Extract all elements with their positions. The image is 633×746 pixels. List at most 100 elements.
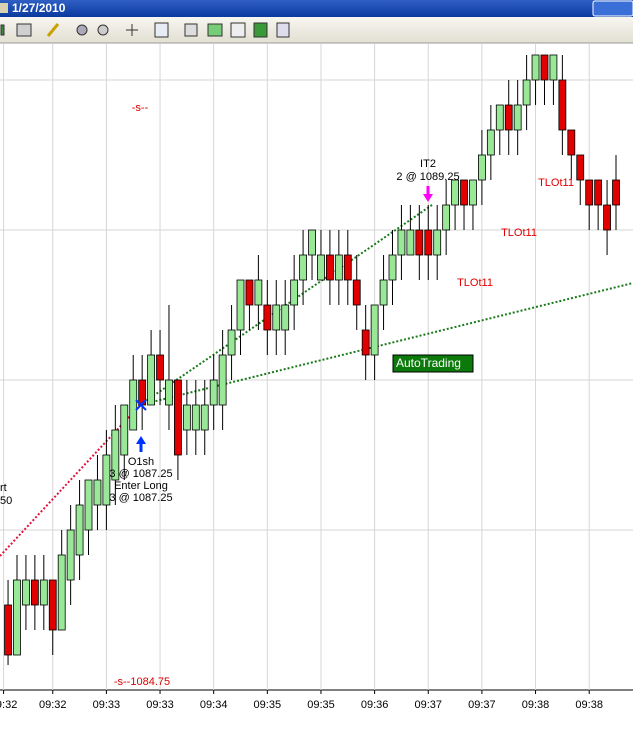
tool-icon[interactable] [230, 22, 246, 38]
annotation: -s--1084.75 [114, 676, 170, 688]
candle-body [281, 304, 290, 331]
candle-body [424, 229, 433, 256]
tool-icon[interactable] [0, 24, 5, 36]
candle-body [4, 604, 12, 656]
annotation: TLOt11 [538, 177, 574, 189]
candle-body [486, 129, 495, 156]
candle-body [48, 579, 57, 631]
candle-body [254, 279, 263, 306]
autotrading-label: AutoTrading [396, 356, 461, 370]
annotation: 50 [0, 495, 12, 507]
window-button[interactable] [592, 0, 633, 17]
candle-body [299, 254, 307, 281]
candle-body [218, 354, 227, 406]
annotation: 2 @ 1089.25 [396, 171, 459, 183]
candle-body [334, 254, 343, 281]
candle-body [308, 229, 316, 256]
x-tick-label: 09:33 [146, 699, 174, 711]
candle-body [451, 179, 459, 206]
candle-body [576, 154, 585, 181]
x-tick-label: 09:34 [200, 699, 228, 711]
candle-body [22, 579, 30, 606]
annotation: 3 @ 1087.25 [109, 492, 172, 504]
annotation: rt [0, 482, 7, 494]
candle-body [469, 179, 477, 206]
annotation: -s-- [132, 102, 149, 114]
candle-body [66, 529, 75, 581]
candle-body [540, 54, 549, 81]
candle-body [290, 279, 299, 306]
annotation: O1sh [128, 456, 154, 468]
candle-body [504, 104, 513, 131]
candle-body [612, 179, 620, 206]
annotation: 3 @ 1087.25 [109, 468, 172, 480]
x-tick-label: 09:35 [254, 699, 282, 711]
x-tick-label: 09:38 [522, 699, 550, 711]
x-tick-label: 09:35 [307, 699, 335, 711]
toolbar [0, 17, 633, 43]
x-tick-label: 09:36 [361, 699, 389, 711]
candle-body [13, 579, 21, 656]
candle-body [317, 254, 325, 281]
candle-body [352, 279, 361, 306]
candle-body [513, 104, 522, 131]
candle-body [174, 379, 182, 456]
candle-body [558, 79, 567, 131]
candle-body [478, 154, 486, 181]
candle-body [549, 54, 558, 81]
candle-body [388, 254, 397, 281]
candle-body [594, 179, 603, 206]
candle-body [57, 554, 66, 631]
tool-icon[interactable] [76, 24, 88, 36]
tool-icon[interactable] [46, 23, 60, 37]
toolbar-icons [0, 22, 290, 38]
entry-cross [135, 399, 147, 411]
candle-body [111, 429, 120, 481]
candle-body [442, 204, 451, 231]
candle-body [397, 229, 406, 256]
candle-body [531, 54, 540, 81]
candle-body [263, 304, 272, 331]
candle-body [165, 379, 173, 406]
candle-body [120, 404, 129, 456]
title-bar [0, 0, 633, 17]
candle-body [245, 279, 254, 306]
candle-body [191, 404, 200, 431]
entry-arrow [136, 436, 146, 452]
candle-body [585, 179, 594, 206]
candle-body [460, 179, 468, 206]
x-tick-label: 09:38 [575, 699, 603, 711]
candle-body [209, 379, 218, 406]
candle-body [326, 254, 334, 281]
tool-icon[interactable] [276, 22, 290, 38]
x-tick-label: 09:32 [0, 699, 17, 711]
exit-arrow [423, 186, 433, 202]
tool-icon[interactable] [126, 24, 138, 36]
candle-body [495, 104, 504, 131]
tool-icon[interactable] [16, 23, 32, 37]
candle-body [415, 229, 424, 256]
candle-body [129, 379, 138, 431]
candle-body [200, 404, 209, 431]
window-title: 1/27/2010 [12, 1, 66, 15]
candle-body [227, 329, 236, 356]
candle-body [379, 279, 388, 306]
x-tick-label: 09:32 [39, 699, 67, 711]
candle-body [30, 579, 39, 606]
annotation: TLOt11 [501, 227, 537, 239]
annotation: Enter Long [114, 480, 168, 492]
candle-body [343, 254, 352, 281]
tool-icon[interactable] [207, 23, 223, 37]
candle-body [433, 229, 442, 256]
candle-body [522, 79, 531, 106]
tool-icon[interactable] [97, 24, 109, 36]
candle-body [567, 129, 576, 156]
candle-body [603, 204, 611, 231]
candle-body [272, 304, 281, 331]
candle-body [156, 354, 164, 381]
candle-body [361, 329, 370, 356]
tool-icon[interactable] [253, 22, 268, 38]
tool-icon[interactable] [154, 22, 169, 38]
tool-icon[interactable] [184, 23, 198, 37]
